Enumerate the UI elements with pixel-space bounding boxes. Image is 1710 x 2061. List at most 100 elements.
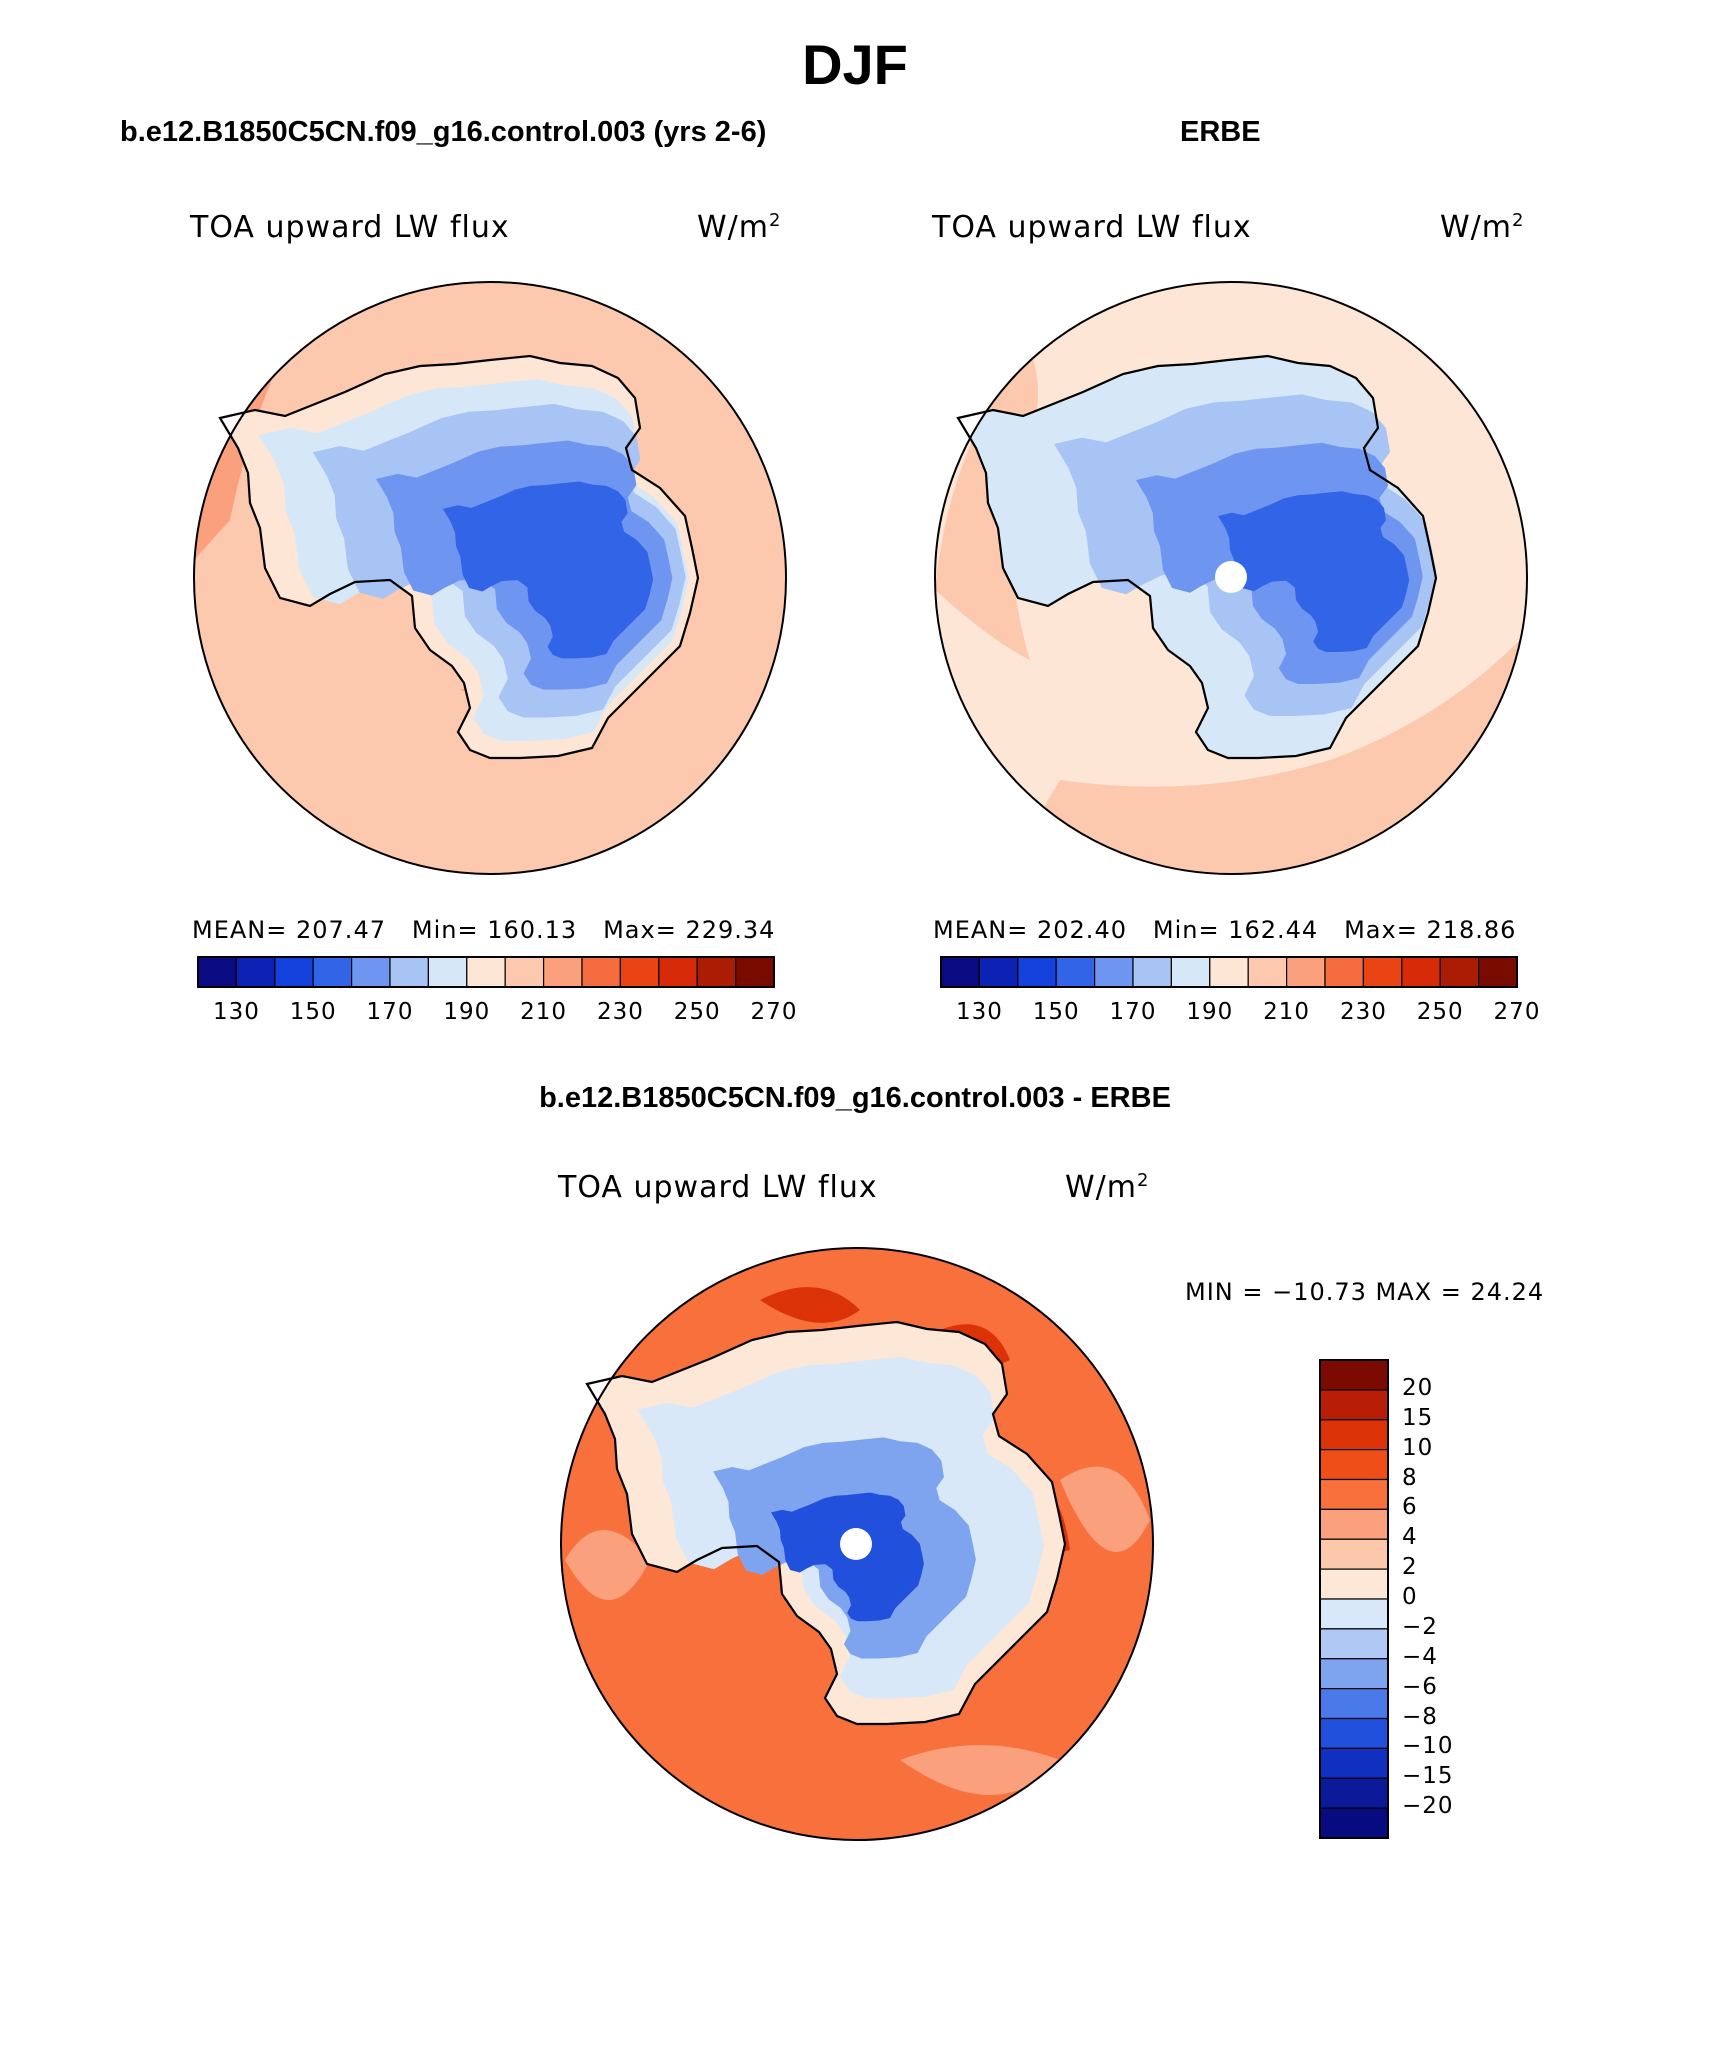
- diff-units-label: W/m2: [1065, 1170, 1150, 1205]
- diff-map-border: [560, 1247, 1154, 1841]
- panel2-colorbar-tick-label: 230: [1339, 999, 1387, 1025]
- panel1-colorbar-box-8: [504, 956, 545, 988]
- diff-colorbar-tick-label: −20: [1402, 1793, 1454, 1820]
- panel1-colorbar-box-0: [197, 956, 238, 988]
- panel2-colorbar-box-6: [1170, 956, 1211, 988]
- panel2-colorbar-tick-label: 150: [1032, 999, 1080, 1025]
- panel2-colorbar-box-8: [1247, 956, 1288, 988]
- panel1-colorbar-box-4: [351, 956, 391, 988]
- diff-colorbar-tick-label: 15: [1402, 1404, 1434, 1431]
- panel2-colorbar-box-5: [1132, 956, 1173, 988]
- diff-light-patch-3: [1060, 1466, 1150, 1552]
- panel1-colorbar-box-7: [466, 956, 506, 988]
- diff-colorbar-box-8: [1319, 1598, 1389, 1630]
- diff-colorbar-tick-label: 2: [1402, 1554, 1418, 1581]
- panel2-colorbar-box-10: [1324, 956, 1365, 988]
- panel1-colorbar-box-2: [274, 956, 314, 988]
- panel2-variable-label: TOA upward LW flux: [932, 210, 1252, 245]
- diff-colorbar-tick-label: 0: [1402, 1584, 1418, 1610]
- panel1-colorbar-box-6: [427, 956, 468, 988]
- diff-pole-hole: [840, 1528, 872, 1560]
- panel1-colorbar-outline: [197, 956, 775, 988]
- diff-colorbar-box-10: [1319, 1658, 1389, 1690]
- diff-colorbar-tick-label: 4: [1402, 1524, 1418, 1551]
- diff-light-patch-2: [900, 1745, 1060, 1795]
- diff-colorbar-tick-label: −10: [1402, 1733, 1454, 1760]
- diff-colorbar-box-5: [1319, 1508, 1389, 1540]
- diff-colorbar-box-1: [1319, 1389, 1389, 1421]
- diff-colorbar-box-4: [1319, 1478, 1389, 1510]
- diff-colorbar-tick-label: 20: [1402, 1374, 1434, 1401]
- diff-dark-patch-1: [760, 1287, 860, 1323]
- diff-minmax: MIN = −10.73 MAX = 24.24: [1185, 1278, 1545, 1306]
- panel2-pole-hole: [1215, 561, 1247, 593]
- panel1-case-title: b.e12.B1850C5CN.f09_g16.control.003 (yrs…: [120, 116, 767, 148]
- diff-colorbar-tick-label: 10: [1402, 1434, 1434, 1461]
- panel2-map: [934, 281, 1528, 875]
- figure-title: DJF: [802, 33, 908, 96]
- diff-colorbar-box-0: [1319, 1359, 1389, 1391]
- diff-colorbar-box-15: [1319, 1807, 1389, 1839]
- panel1-colorbar-box-5: [389, 956, 430, 988]
- panel1-colorbar-box-3: [312, 956, 353, 988]
- panel2-colorbar-tick-label: 170: [1109, 999, 1157, 1025]
- panel1-units-label: W/m2: [697, 210, 782, 245]
- diff-colorbar-tick-label: 8: [1402, 1464, 1418, 1491]
- panel2-colorbar-tick-label: 210: [1263, 999, 1311, 1025]
- diff-colorbar-tick-label: −6: [1402, 1673, 1438, 1700]
- panel2-colorbar-tick-label: 250: [1416, 999, 1464, 1025]
- diff-colorbar-tick-label: −8: [1402, 1703, 1438, 1730]
- panel1-map: [193, 281, 787, 875]
- panel2-colorbar: [940, 956, 1518, 988]
- panel2-colorbar-box-1: [978, 956, 1019, 988]
- panel1-colorbar-tick-label: 170: [366, 999, 414, 1025]
- panel2-units-label: W/m2: [1440, 210, 1525, 245]
- diff-colorbar-tick-label: −15: [1402, 1763, 1454, 1790]
- panel1-colorbar-box-12: [658, 956, 698, 988]
- diff-colorbar-outline: [1319, 1359, 1389, 1839]
- diff-colorbar-box-9: [1319, 1628, 1389, 1660]
- panel1-colorbar: [197, 956, 775, 988]
- panel1-map-border: [193, 281, 787, 875]
- diff-case-title: b.e12.B1850C5CN.f09_g16.control.003 - ER…: [539, 1082, 1171, 1114]
- panel2-case-title: ERBE: [1180, 116, 1261, 148]
- panel2-colorbar-box-4: [1093, 956, 1134, 988]
- diff-colorbar-box-13: [1319, 1747, 1389, 1779]
- panel2-colorbar-box-7: [1209, 956, 1249, 988]
- panel2-colorbar-box-14: [1477, 956, 1518, 988]
- panel1-variable-label: TOA upward LW flux: [190, 210, 510, 245]
- diff-colorbar-tick-label: 6: [1402, 1494, 1418, 1521]
- panel2-colorbar-box-9: [1285, 956, 1326, 988]
- panel1-colorbar-box-11: [619, 956, 660, 988]
- panel2-colorbar-outline: [940, 956, 1518, 988]
- panel2-colorbar-box-2: [1017, 956, 1057, 988]
- diff-colorbar-box-7: [1319, 1568, 1389, 1600]
- diff-colorbar-box-11: [1319, 1688, 1389, 1720]
- diff-light-patch-1: [565, 1530, 650, 1600]
- panel2-warm-band-south: [1000, 640, 1527, 874]
- diff-colorbar-box-3: [1319, 1449, 1389, 1481]
- panel1-colorbar-tick-label: 210: [520, 999, 568, 1025]
- panel1-stats: MEAN= 207.47 Min= 160.13 Max= 229.34: [192, 916, 776, 944]
- panel1-colorbar-box-14: [734, 956, 775, 988]
- diff-colorbar-box-12: [1319, 1717, 1389, 1749]
- panel2-colorbar-box-0: [940, 956, 981, 988]
- diff-colorbar-tick-label: −2: [1402, 1613, 1438, 1640]
- diff-colorbar: [1319, 1359, 1389, 1839]
- diff-colorbar-box-14: [1319, 1777, 1389, 1809]
- panel1-colorbar-box-1: [235, 956, 276, 988]
- panel2-colorbar-box-13: [1439, 956, 1480, 988]
- panel2-colorbar-tick-label: 190: [1186, 999, 1234, 1025]
- panel1-colorbar-tick-label: 230: [596, 999, 644, 1025]
- panel2-stats: MEAN= 202.40 Min= 162.44 Max= 218.86: [933, 916, 1517, 944]
- panel1-colorbar-box-10: [581, 956, 622, 988]
- panel1-colorbar-tick-label: 190: [443, 999, 491, 1025]
- panel2-colorbar-box-12: [1401, 956, 1441, 988]
- panel2-colorbar-box-3: [1055, 956, 1096, 988]
- diff-map: [560, 1247, 1154, 1841]
- diff-colorbar-box-2: [1319, 1419, 1389, 1451]
- panel1-colorbar-tick-label: 150: [289, 999, 337, 1025]
- panel1-colorbar-box-13: [696, 956, 737, 988]
- diff-colorbar-tick-label: −4: [1402, 1643, 1438, 1670]
